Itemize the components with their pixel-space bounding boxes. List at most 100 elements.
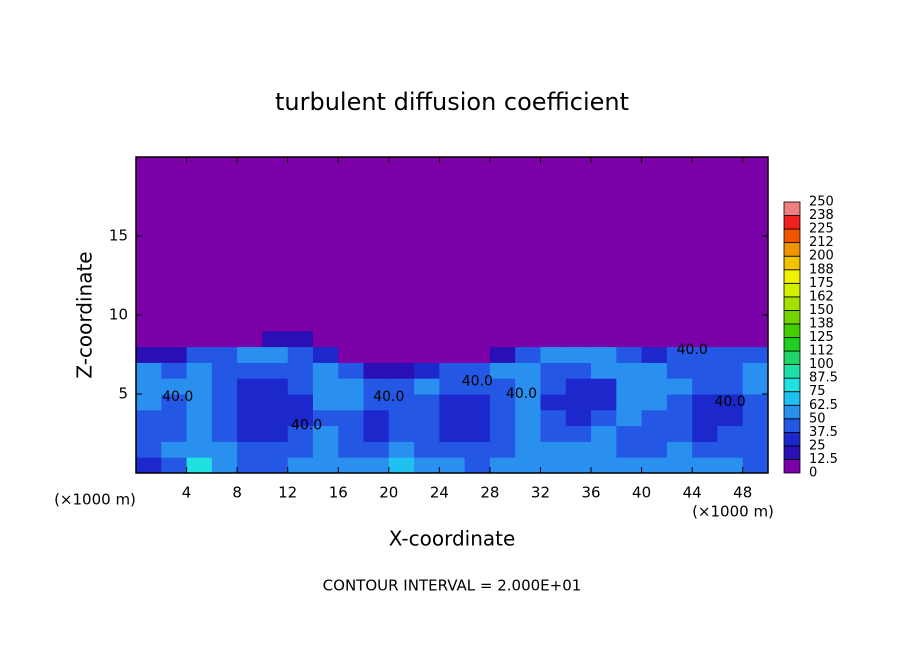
field-cell [692,457,718,474]
field-cell [515,457,541,474]
y-tick-label: 10 [109,306,128,324]
colorbar-band [783,282,801,298]
field-cell [565,378,592,395]
field-cell [388,425,415,442]
field-cell [489,378,516,395]
field-cell [464,346,491,363]
field-cell [666,441,693,458]
field-cell [565,457,592,474]
colorbar-band [783,296,801,311]
field-cell [565,330,592,348]
field-cell [439,346,466,363]
colorbar-label: 150 [809,303,834,318]
field-cell [414,441,440,458]
field-cell [439,157,466,332]
field-cell [186,346,213,363]
y-unit: (×1000 m) [54,491,136,509]
field-cell [414,330,440,348]
field-cell [565,362,592,379]
field-cell [262,425,289,442]
colorbar-band [783,242,801,257]
field-cell [464,362,491,379]
colorbar-band [783,323,801,338]
field-cell [388,441,415,458]
field-cell [161,425,188,442]
field-cell [363,394,390,411]
field-cell [692,378,718,395]
field-cell [717,378,744,395]
field-cell [211,362,238,379]
x-tick-label: 28 [480,484,499,502]
field-cell [363,346,390,363]
x-tick-label: 4 [182,484,192,502]
field-cell [591,362,617,379]
field-cell [312,157,339,332]
field-cell [388,330,415,348]
field-cell [692,330,718,348]
field-cell [540,457,567,474]
field-cell [464,330,491,348]
x-tick-label: 40 [632,484,651,502]
field-cell [338,378,365,395]
field-cell [439,362,466,379]
field-cell [717,330,744,348]
field-cell [717,457,744,474]
field-cell [287,362,314,379]
field-cell [186,330,213,348]
colorbar-label: 87.5 [809,371,838,386]
field-cell [489,362,516,379]
field-cell [237,362,263,379]
field-cell [312,346,339,363]
field-cell [717,394,744,411]
field-cell [692,394,718,411]
field-cell [641,157,668,332]
field-cell [161,394,188,411]
field-cell [161,330,188,348]
colorbar-label: 0 [809,466,817,481]
field-cell [515,394,541,411]
field-cell [262,378,289,395]
field-cell [742,457,769,474]
field-cell [692,362,718,379]
field-cell [211,425,238,442]
field-cell [616,425,643,442]
field-cell [489,409,516,427]
field-cell [136,409,162,427]
colorbar-band [783,418,801,433]
colorbar-band [783,269,801,284]
field-cell [742,362,769,379]
field-cell [742,441,769,458]
field-cell [262,441,289,458]
field-cell [742,394,769,411]
field-cell [641,425,668,442]
colorbar-label: 175 [809,276,834,291]
field-cell [211,330,238,348]
field-cell [616,330,643,348]
colorbar-band [783,228,801,244]
field-cell [338,157,365,332]
colorbar-band [783,404,801,420]
field-cell [262,346,289,363]
colorbar-label: 37.5 [809,425,838,440]
field-cell [742,425,769,442]
contour-label: 40.0 [373,389,404,405]
field-cell [211,394,238,411]
field-cell [414,425,440,442]
colorbar-label: 50 [809,411,826,426]
field-cell [641,346,668,363]
field-cell [439,394,466,411]
field-cell [692,425,718,442]
field-cell [616,362,643,379]
field-cell [666,330,693,348]
field-cell [489,157,516,332]
field-cell [237,394,263,411]
field-cell [211,409,238,427]
field-cell [237,378,263,395]
field-cell [489,330,516,348]
field-cell [414,362,440,379]
colorbar-label: 225 [809,222,834,237]
field-cell [414,409,440,427]
field-cell [338,346,365,363]
field-cell [338,457,365,474]
